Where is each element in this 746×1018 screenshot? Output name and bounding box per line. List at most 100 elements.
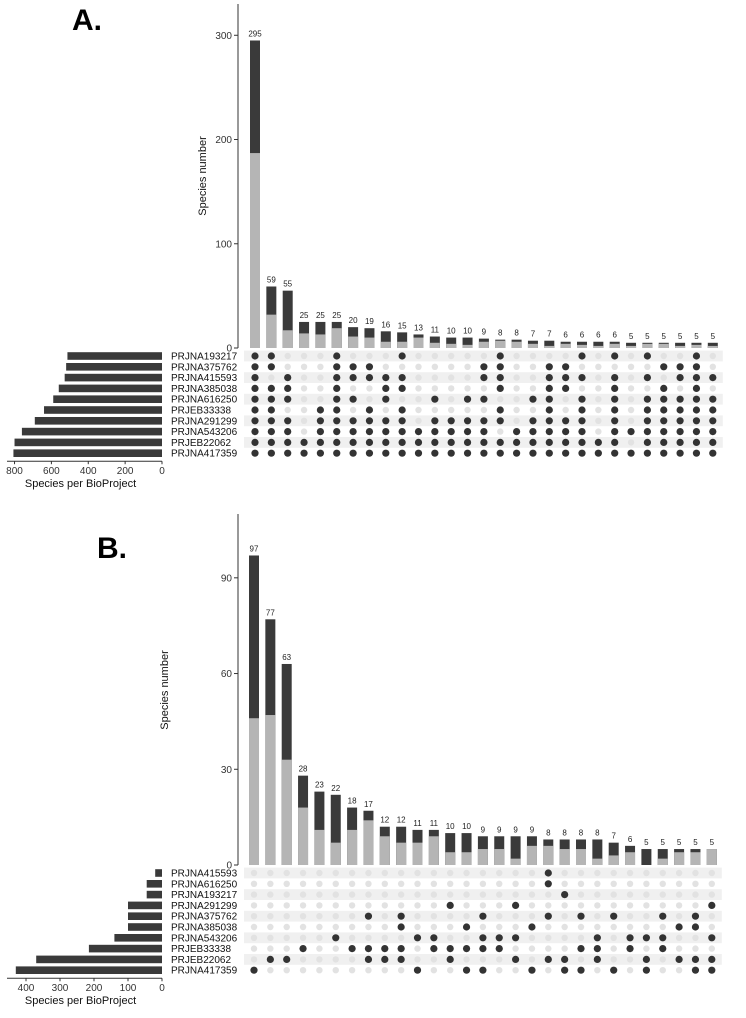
panel-b-dot-off: [267, 967, 274, 974]
panel-b-dot-on: [462, 966, 471, 974]
panel-a-bar-subset: [266, 314, 277, 348]
panel-a-dot-off: [268, 374, 275, 381]
panel-a-dot-off: [676, 385, 684, 392]
panel-a-dot-off: [529, 363, 537, 370]
panel-a-dot-on: [660, 406, 668, 414]
panel-a-dot-on: [611, 352, 619, 360]
panel-a-dot-on: [660, 384, 668, 392]
panel-a-dot-on: [496, 384, 504, 392]
panel-a-dot-on: [267, 438, 275, 446]
panel-b-bar-label: 12: [380, 816, 389, 825]
panel-a-set-label: PRJNA193217: [171, 352, 238, 363]
panel-a-dot-on: [692, 428, 701, 436]
panel-a-dot-on: [660, 395, 668, 403]
panel-b-dot-off: [545, 902, 552, 909]
panel-a-bar-label: 5: [678, 332, 683, 341]
panel-a-dot-off: [529, 352, 537, 360]
panel-b-dot-off: [708, 869, 715, 877]
panel-a-bar-subset: [282, 330, 293, 348]
panel-a-dot-off: [448, 374, 455, 381]
panel-b-dot-off: [267, 880, 274, 887]
panel-b-dot-off: [332, 913, 339, 920]
panel-a-dot-off: [448, 363, 455, 370]
panel-b-bar-label: 7: [611, 832, 616, 841]
panel-b-dot-on: [593, 945, 601, 953]
panel-b-dot-on: [708, 966, 716, 974]
panel-a-set-label: PRJNA543206: [171, 427, 238, 438]
panel-b-dot-off: [414, 902, 421, 909]
panel-b-dot-off: [561, 934, 568, 941]
panel-a-dot-off: [644, 385, 651, 392]
panel-b-dot-off: [332, 880, 339, 887]
panel-a-dot-on: [611, 428, 619, 436]
panel-b-bar-subset: [559, 849, 570, 865]
panel-a-dot-off: [415, 374, 422, 381]
panel-a-dot-off: [366, 385, 373, 392]
panel-b-bar-total: [641, 849, 652, 865]
panel-a-dot-on: [611, 374, 619, 382]
panel-b-dot-on: [381, 955, 389, 964]
panel-a-dot-off: [595, 352, 602, 360]
panel-a-dot-on: [578, 438, 586, 446]
panel-b-dot-off: [250, 869, 258, 877]
panel-b-dot-off: [675, 891, 683, 898]
panel-a-bar-subset: [544, 345, 555, 348]
panel-b-dot-on: [561, 891, 569, 899]
panel-a-dot-on: [349, 449, 357, 457]
panel-a-dot-on: [333, 363, 341, 371]
panel-a-bar-subset: [397, 341, 408, 348]
panel-a-dot-off: [578, 385, 586, 392]
panel-a-bar-total: [282, 290, 293, 348]
panel-b-dot-off: [512, 913, 519, 920]
panel-a-bar-total: [462, 337, 473, 348]
panel-b-dot-on: [397, 923, 405, 931]
panel-b-bar-total: [249, 555, 259, 865]
panel-a-bar-label: 11: [431, 326, 440, 335]
panel-a-dot-off: [562, 406, 569, 414]
panel-b-dot-off: [447, 880, 454, 887]
panel-a-dot-on: [529, 395, 537, 403]
panel-a-dot-on: [562, 417, 570, 425]
panel-a-dot-on: [513, 428, 521, 436]
panel-b-bar-label: 8: [595, 828, 600, 837]
panel-a-dot-off: [709, 363, 716, 370]
panel-a-dot-on: [480, 428, 488, 436]
panel-b-dot-off: [316, 934, 323, 941]
panel-b-dot-off: [610, 923, 617, 931]
panel-a-dot-off: [480, 352, 488, 360]
panel-b-set-size-bar: [128, 901, 162, 910]
panel-b-dot-off: [365, 891, 372, 898]
panel-a-bar-subset: [560, 343, 571, 348]
panel-a-bar-subset: [364, 337, 375, 348]
panel-b-dot-off: [594, 891, 601, 898]
panel-b-dot-off: [250, 945, 258, 952]
panel-a-dot-off: [627, 352, 635, 360]
panel-b-bar-subset: [363, 820, 374, 865]
panel-a-dot-on: [513, 438, 521, 446]
panel-b-bar-label: 10: [446, 822, 455, 831]
panel-b-dot-off: [316, 902, 323, 909]
panel-a-dot-on: [643, 438, 652, 446]
panel-a-bar-subset: [511, 341, 522, 348]
panel-b-dot-off: [659, 869, 666, 877]
panel-a-dot-off: [513, 374, 520, 381]
panel-b-bar-subset: [576, 849, 586, 865]
panel-b-dot-off: [708, 891, 715, 898]
panel-b-dot-off: [692, 945, 699, 952]
panel-a-dot-on: [284, 438, 292, 446]
panel-b-dot-off: [675, 934, 683, 941]
panel-b-bar-label: 22: [331, 784, 340, 793]
panel-b-dot-off: [463, 934, 470, 941]
panel-b-dot-off: [365, 869, 372, 877]
panel-a-dot-on: [660, 438, 668, 446]
panel-b-dot-on: [462, 945, 471, 953]
panel-b-dot-off: [594, 923, 601, 931]
panel-b-dot-off: [316, 967, 323, 974]
panel-b-dot-off: [577, 902, 585, 909]
panel-b-dot-on: [659, 934, 667, 942]
panel-a-dot-off: [529, 385, 537, 392]
panel-b-dot-off: [577, 869, 585, 877]
panel-b-dot-off: [479, 869, 487, 877]
panel-a-bar-label: 6: [596, 331, 601, 340]
panel-b-dot-off: [430, 913, 438, 920]
